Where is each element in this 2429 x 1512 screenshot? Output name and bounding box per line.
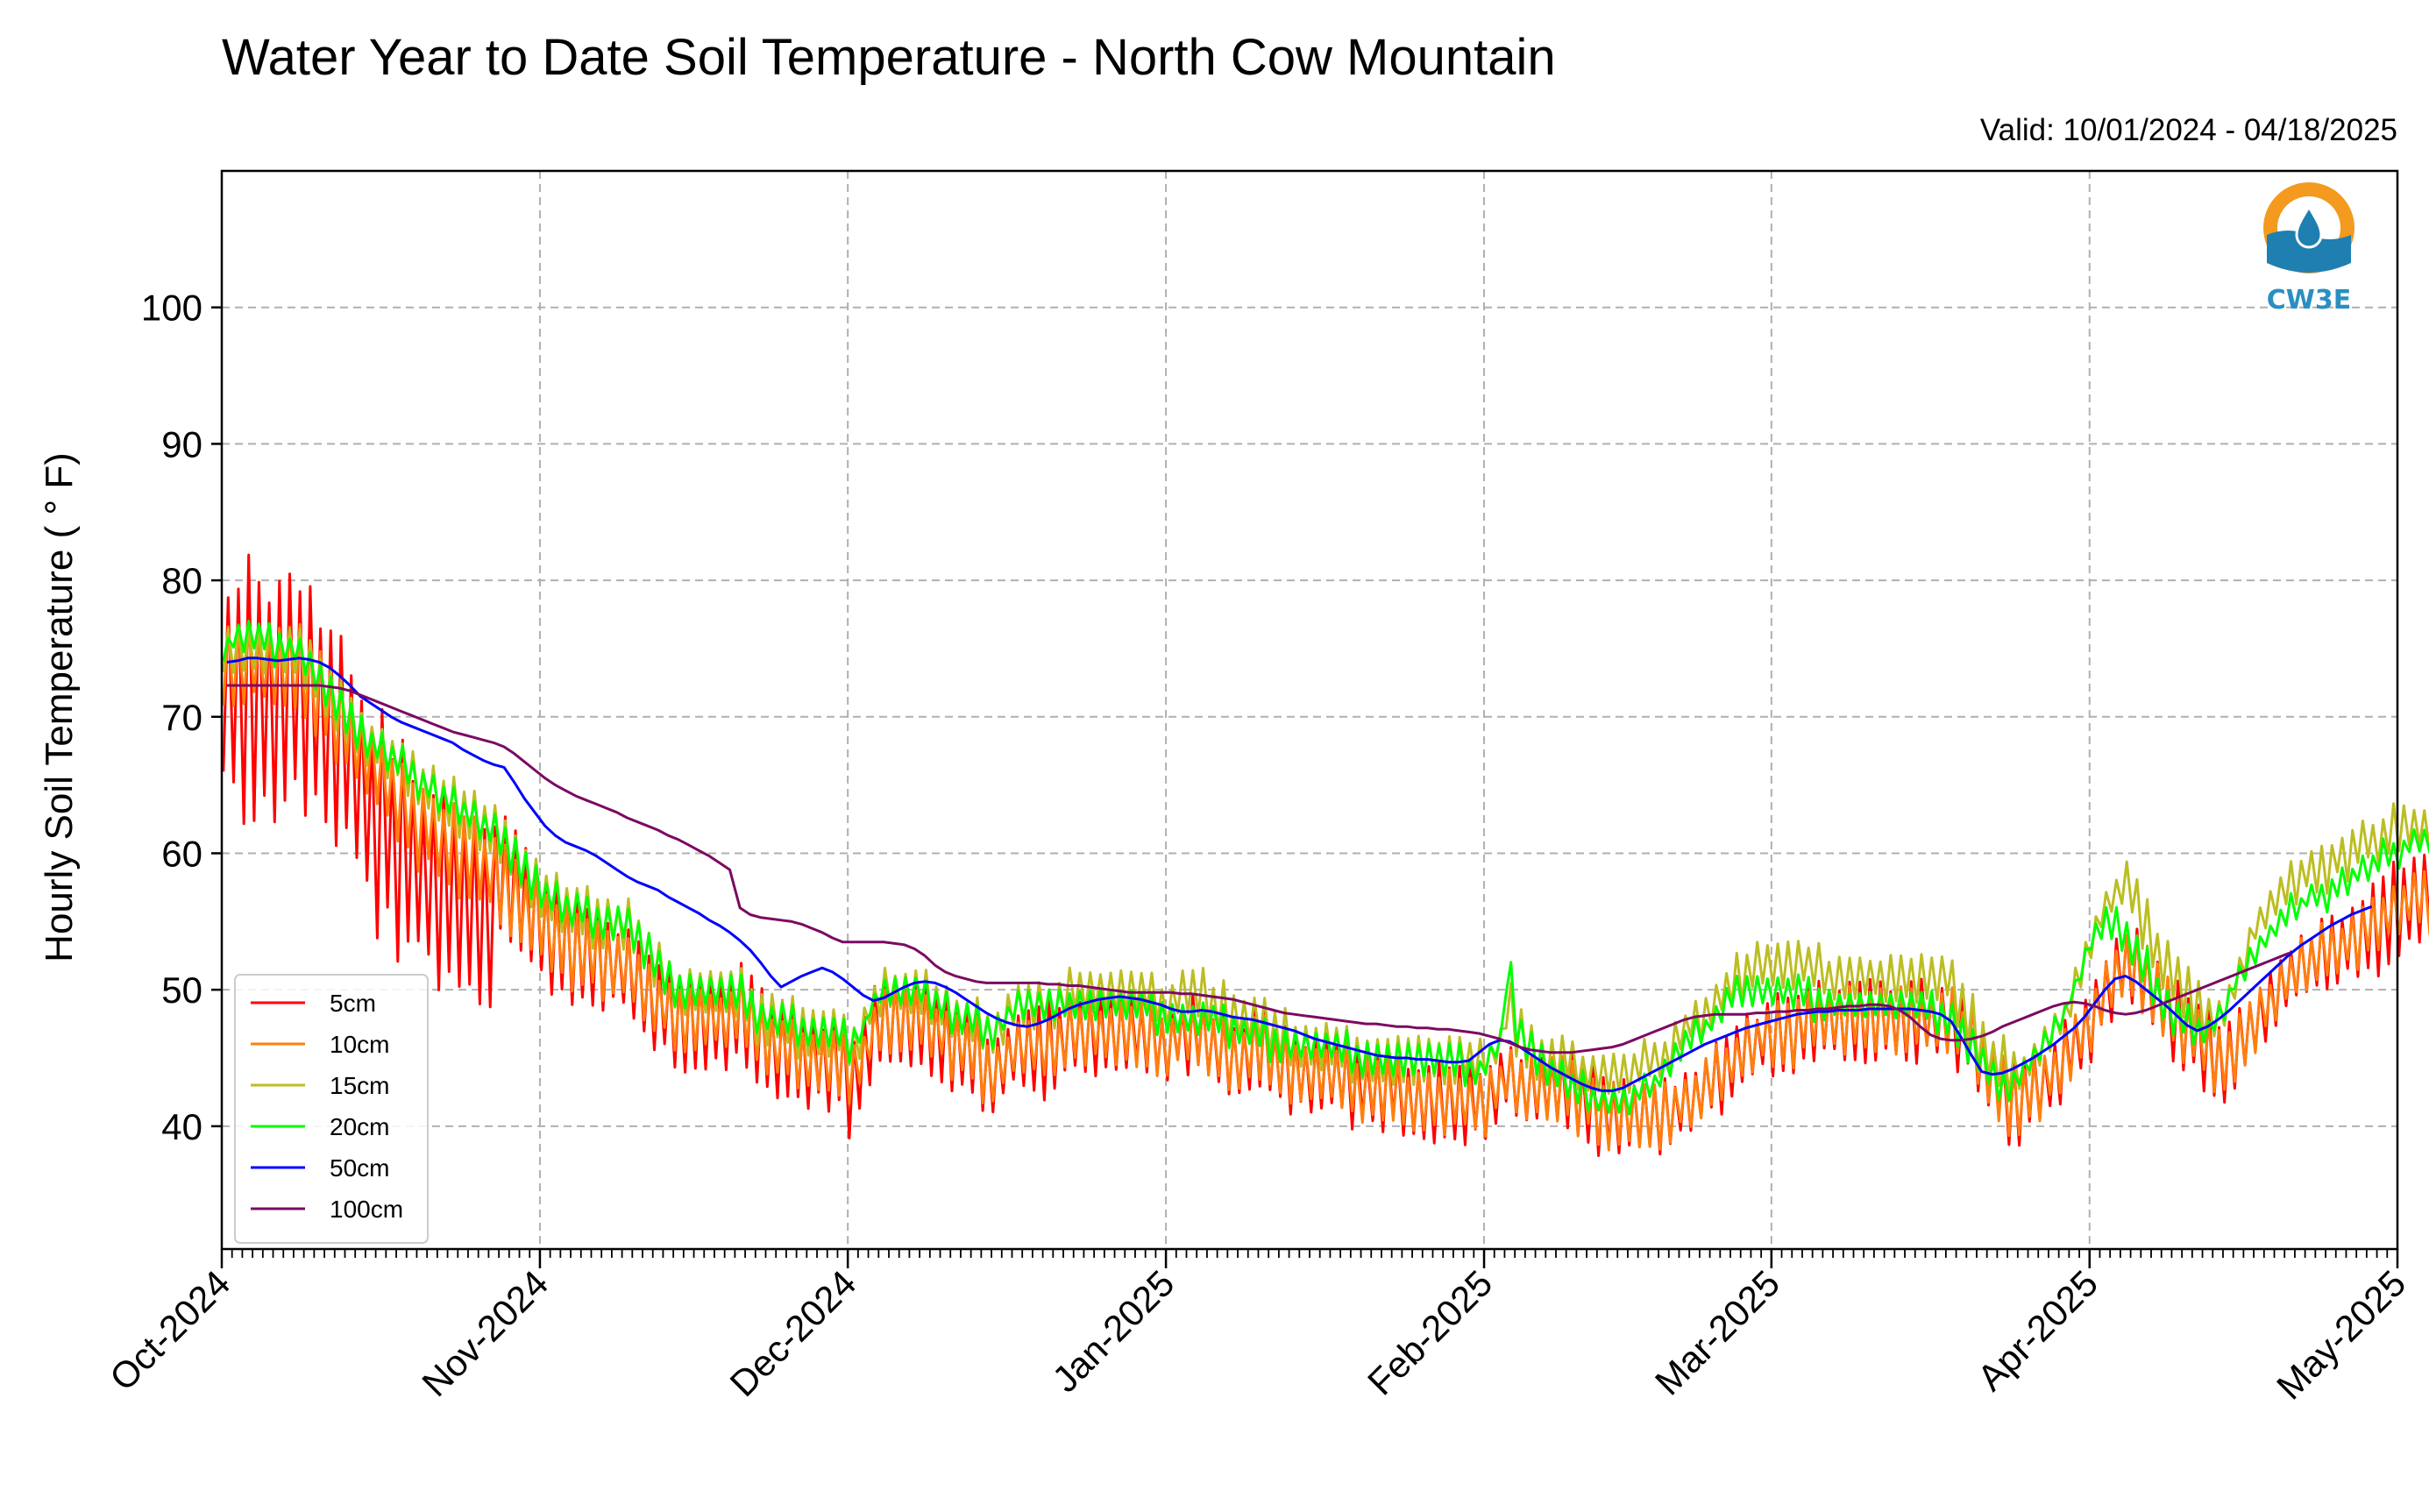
- x-tick-label: Nov-2024: [414, 1262, 556, 1404]
- series-line-50cm: [226, 657, 2373, 1092]
- legend-label: 5cm: [330, 990, 376, 1017]
- x-tick-label: May-2025: [2269, 1262, 2413, 1407]
- legend-label: 10cm: [330, 1031, 389, 1058]
- legend-box: [234, 974, 429, 1244]
- y-tick-label: 50: [161, 969, 202, 1011]
- cw3e-logo: CW3E: [2263, 182, 2354, 316]
- chart-title: Water Year to Date Soil Temperature - No…: [222, 29, 1556, 86]
- series-line-15cm: [222, 627, 2429, 1097]
- y-tick-label: 90: [161, 423, 202, 465]
- x-axis: Oct-2024 Nov-2024 Dec-2024 Jan-2025 Feb-2025…: [102, 1249, 2413, 1407]
- y-tick-label: 60: [161, 833, 202, 874]
- x-tick-label: Jan-2025: [1044, 1262, 1182, 1400]
- logo-water-drop-icon: [2295, 203, 2323, 249]
- legend-label: 100cm: [330, 1196, 403, 1223]
- x-tick-label: Apr-2025: [1970, 1262, 2106, 1398]
- series-line-5cm: [222, 553, 2429, 1157]
- x-tick-label: Feb-2025: [1360, 1262, 1500, 1402]
- legend-label: 50cm: [330, 1154, 389, 1182]
- legend-label: 20cm: [330, 1113, 389, 1140]
- x-tick-label: Dec-2024: [722, 1262, 864, 1404]
- series-line-10cm: [222, 622, 2429, 1152]
- legend: 5cm 10cm 15cm 20cm 50cm 100cm: [234, 974, 429, 1244]
- y-tick-label: 100: [141, 287, 202, 329]
- y-axis-label: Hourly Soil Temperature ( ° F): [38, 452, 81, 962]
- logo-text: CW3E: [2267, 285, 2351, 316]
- series-line-100cm: [226, 684, 2291, 1054]
- legend-label: 15cm: [330, 1072, 389, 1099]
- chart-subtitle: Valid: 10/01/2024 - 04/18/2025: [1980, 113, 2397, 147]
- y-axis: 40 50 60 70 80 90 100: [141, 287, 222, 1147]
- series-layer: [222, 553, 2429, 1157]
- x-tick-label: Oct-2024: [102, 1262, 238, 1398]
- logo-wave-band: [2267, 231, 2351, 273]
- y-tick-label: 70: [161, 697, 202, 738]
- x-tick-label: Mar-2025: [1647, 1262, 1787, 1402]
- y-tick-label: 40: [161, 1106, 202, 1147]
- series-line-20cm: [222, 620, 2429, 1116]
- y-tick-label: 80: [161, 560, 202, 601]
